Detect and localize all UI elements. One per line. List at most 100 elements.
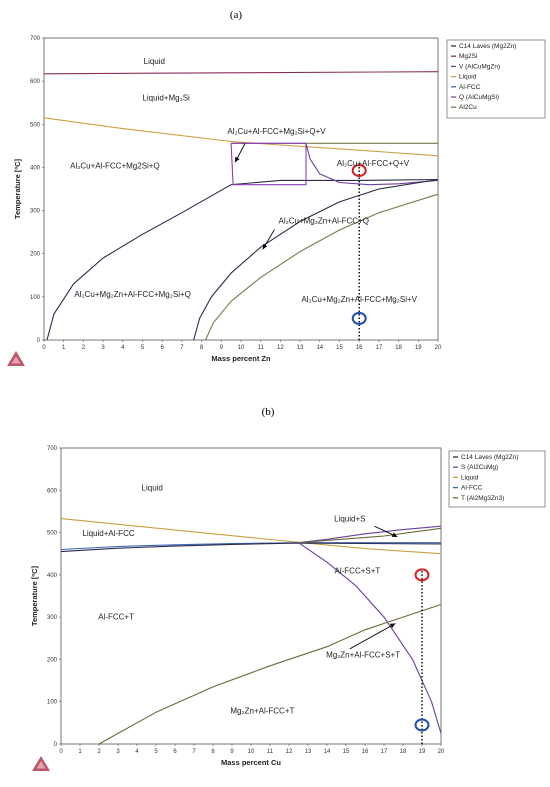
phase-region-label: Al₂Cu+Al-FCC+Q+V xyxy=(337,159,410,168)
legend-entry: Liquid xyxy=(461,474,479,481)
x-tick-label: 1 xyxy=(78,749,82,755)
chart-b: 0 1 2 3 4 5 6 7 8 9 10 11 12 13 14 15 16 17 18 19 2001002003… xyxy=(30,446,445,767)
x-tick-label: 11 xyxy=(258,345,265,351)
legend-entry: Al2Cu xyxy=(459,104,477,111)
x-tick-label: 13 xyxy=(305,749,312,755)
x-tick-label: 0 xyxy=(42,345,46,351)
x-tick-label: 12 xyxy=(277,345,284,351)
legend-entry: V (AlCuMgZn) xyxy=(459,63,500,70)
x-tick-label: 14 xyxy=(324,749,331,755)
logo-icon-b xyxy=(32,756,50,771)
x-tick-label: 12 xyxy=(286,749,293,755)
x-tick-label: 16 xyxy=(362,749,369,755)
x-tick-label: 4 xyxy=(121,345,125,351)
y-tick-label: 600 xyxy=(47,488,58,494)
y-tick-label: 500 xyxy=(47,531,58,537)
x-tick-label: 10 xyxy=(238,345,245,351)
phase-region-label: Al₂Cu+Al-FCC+Mg2Si+Q xyxy=(70,162,160,171)
legend-entry: Q (AlCuMgSi) xyxy=(459,94,499,101)
legend-box xyxy=(448,450,546,508)
legend-entry: Al-FCC xyxy=(459,84,481,91)
arrow-head xyxy=(235,156,240,163)
y-tick-label: 400 xyxy=(47,573,58,579)
x-tick-label: 10 xyxy=(248,749,255,755)
series-line xyxy=(193,178,439,341)
annotation-arrow xyxy=(349,623,396,650)
x-tick-label: 19 xyxy=(419,749,426,755)
x-tick-label: 8 xyxy=(200,345,204,351)
legend-a: C14 Laves (Mg2Zn) Mg2Si V (AlCuMgZn) Liquid… xyxy=(446,39,546,119)
phase-region-label: Al₂Cu+Mg₂Zn+Al-FCC+Q xyxy=(279,217,369,226)
x-tick-label: 18 xyxy=(400,749,407,755)
y-tick-label: 100 xyxy=(30,295,41,301)
marker-circle xyxy=(414,568,430,582)
x-tick-label: 5 xyxy=(154,749,158,755)
x-tick-label: 13 xyxy=(297,345,304,351)
y-tick-label: 400 xyxy=(30,165,41,171)
phase-region-label: Mg₂Zn+Al-FCC+T xyxy=(230,707,294,716)
y-tick-label: 300 xyxy=(30,209,41,215)
y-tick-label: 200 xyxy=(30,252,41,258)
y-tick-label: 100 xyxy=(47,700,58,706)
phase-region-label: Al₂Cu+Al-FCC+Mg₂Si+Q+V xyxy=(227,127,326,136)
legend-entry: Al-FCC xyxy=(461,485,483,492)
x-tick-label: 3 xyxy=(101,345,105,351)
legend-entry: Liquid xyxy=(459,74,477,81)
series-line xyxy=(46,178,439,341)
x-tick-label: 4 xyxy=(135,749,139,755)
series-line xyxy=(230,142,307,186)
phase-region-label: Al-FCC+S+T xyxy=(335,567,381,576)
series-line xyxy=(60,542,442,553)
x-tick-label: 15 xyxy=(343,749,350,755)
x-tick-label: 5 xyxy=(141,345,145,351)
y-tick-label: 300 xyxy=(47,615,58,621)
x-tick-label: 8 xyxy=(211,749,215,755)
x-tick-label: 6 xyxy=(161,345,165,351)
x-tick-label: 3 xyxy=(116,749,120,755)
panel-a-label: (a) xyxy=(230,9,243,21)
y-tick-label: 600 xyxy=(30,79,41,85)
y-tick-label: 500 xyxy=(30,122,41,128)
x-axis-label: Mass percent Zn xyxy=(211,354,271,363)
phase-region-label: Al₂Cu+Mg₂Zn+Al-FCC+Mg₂Si+Q xyxy=(74,290,190,299)
phase-region-label: Liquid+S xyxy=(334,515,365,524)
phase-region-label: Liquid+Mg₂Si xyxy=(142,94,190,103)
x-tick-label: 14 xyxy=(316,345,323,351)
x-axis-label: Mass percent Cu xyxy=(221,758,281,767)
x-tick-label: 20 xyxy=(435,345,442,351)
x-tick-label: 16 xyxy=(356,345,363,351)
plot-frame xyxy=(43,37,439,341)
phase-region-label: Mg₂Zn+Al-FCC+S+T xyxy=(326,650,400,659)
x-tick-label: 9 xyxy=(230,749,234,755)
plot-frame xyxy=(60,447,442,745)
marker-circle xyxy=(414,718,430,732)
phase-region-label: Liquid+Al-FCC xyxy=(82,529,134,538)
phase-region-label: Al₂Cu+Mg₂Zn+Al-FCC+Mg₂Si+V xyxy=(301,295,417,304)
legend-b: C14 Laves (Mg2Zn) S (Al2CuMg) Liquid Al-FCC… xyxy=(448,450,546,508)
series-line xyxy=(298,527,442,544)
phase-region-label: Liquid xyxy=(144,57,165,66)
chart-a: 0 1 2 3 4 5 6 7 8 9 10 11 12 13 14 15 16 17 18 19 2001002003… xyxy=(13,36,442,363)
marker-circle xyxy=(351,163,367,177)
phase-region-label: Liquid xyxy=(142,483,163,492)
arrow-head xyxy=(262,243,268,250)
x-tick-label: 7 xyxy=(192,749,196,755)
y-axis-label: Temperature [ºC] xyxy=(13,158,22,219)
x-tick-label: 11 xyxy=(267,749,274,755)
series-line xyxy=(60,518,442,555)
x-tick-label: 7 xyxy=(180,345,184,351)
legend-box xyxy=(446,39,546,119)
panel-b-label: (b) xyxy=(262,406,275,418)
legend-entry: C14 Laves (Mg2Zn) xyxy=(459,43,516,50)
y-tick-label: 0 xyxy=(54,742,58,748)
y-tick-label: 200 xyxy=(47,657,58,663)
x-tick-label: 19 xyxy=(415,345,422,351)
series-line xyxy=(298,542,442,734)
logo-icon-a xyxy=(7,351,25,366)
series-line xyxy=(298,525,442,544)
x-tick-label: 18 xyxy=(395,345,402,351)
arrow-head xyxy=(389,623,396,628)
legend-entry: C14 Laves (Mg2Zn) xyxy=(461,454,518,461)
legend-entry: T (Al2Mg3Zn3) xyxy=(461,495,504,502)
